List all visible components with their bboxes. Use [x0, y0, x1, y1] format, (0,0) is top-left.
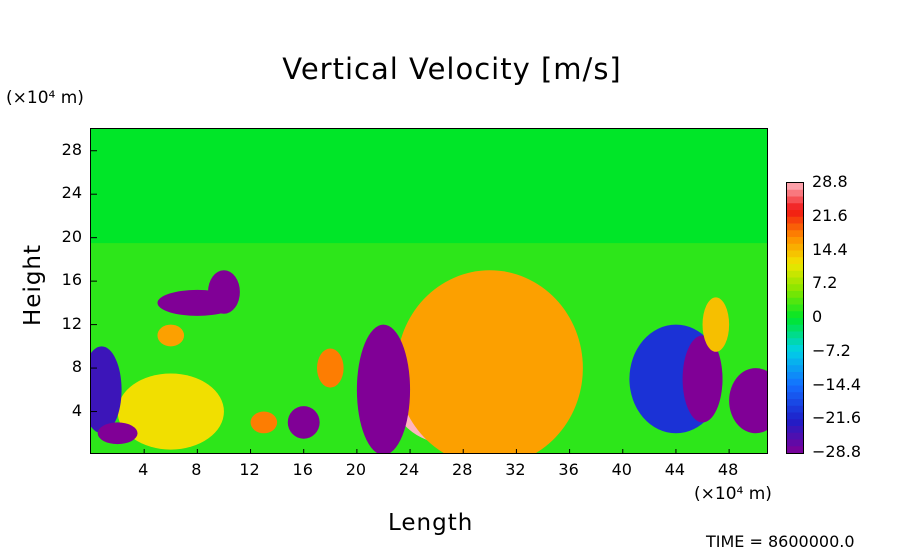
colorbar-segment [787, 270, 803, 278]
heatmap-cell-14 [250, 411, 278, 434]
colorbar-segment [787, 250, 803, 258]
colorbar-segment [787, 257, 803, 265]
colorbar-segment [787, 378, 803, 386]
y-tick-label: 8 [71, 357, 82, 377]
colorbar-segment [787, 432, 803, 440]
colorbar-segment [787, 331, 803, 339]
y-tick-label: 12 [61, 313, 82, 333]
colorbar-segment [787, 189, 803, 197]
colorbar-tick-label: 21.6 [812, 205, 848, 225]
colorbar-segment [787, 392, 803, 400]
y-tick-label: 4 [71, 400, 82, 420]
heatmap-plot [90, 128, 768, 454]
colorbar-segment [787, 426, 803, 434]
colorbar-segment [787, 237, 803, 245]
y-axis-unit: (×10⁴ m) [6, 88, 84, 108]
colorbar-segment [787, 277, 803, 285]
colorbar-segment [787, 230, 803, 238]
colorbar-segment [787, 412, 803, 420]
colorbar-segment [787, 304, 803, 312]
heatmap-cell-15 [157, 324, 185, 347]
x-tick-label: 48 [717, 460, 739, 479]
colorbar-segment [787, 216, 803, 224]
y-tick-label: 20 [61, 226, 82, 246]
colorbar-segment [787, 196, 803, 204]
colorbar-segment [787, 264, 803, 272]
heatmap-cell-4 [356, 324, 411, 453]
colorbar [786, 182, 804, 454]
x-tick-label: 24 [398, 460, 420, 479]
y-axis-label: Height [20, 243, 46, 326]
heatmap-canvas [91, 129, 767, 453]
colorbar-segment [787, 345, 803, 353]
heatmap-cell-11 [287, 406, 320, 439]
x-tick-label: 32 [505, 460, 526, 479]
heatmap-cell-12 [317, 348, 344, 388]
colorbar-segment [787, 351, 803, 359]
x-axis-label: Length [388, 510, 474, 536]
x-tick-label: 36 [558, 460, 579, 479]
x-tick-label: 28 [452, 460, 473, 479]
colorbar-segment [787, 203, 803, 211]
colorbar-segment [787, 399, 803, 407]
colorbar-segment [787, 385, 803, 393]
time-readout: TIME = 8600000.0 [706, 532, 855, 551]
colorbar-segment [787, 291, 803, 299]
y-tick-label: 16 [61, 270, 82, 290]
chart-title: Vertical Velocity [m/s] [282, 52, 622, 86]
x-tick-label: 12 [239, 460, 260, 479]
colorbar-segment [787, 223, 803, 231]
colorbar-segment [787, 439, 803, 447]
heatmap-cell-10 [91, 346, 122, 434]
x-tick-label: 40 [611, 460, 632, 479]
y-tick-label: 24 [61, 183, 82, 203]
heatmap-cell-9 [729, 368, 767, 434]
colorbar-segment [787, 311, 803, 319]
colorbar-segment [787, 365, 803, 373]
colorbar-tick-label: −28.8 [812, 442, 862, 461]
colorbar-segment [787, 243, 803, 251]
colorbar-segment [787, 210, 803, 218]
x-tick-label: 20 [345, 460, 367, 479]
colorbar-tick-label: −14.4 [812, 374, 862, 394]
x-tick-label: 16 [292, 460, 313, 479]
colorbar-segment [787, 284, 803, 292]
heatmap-cell-6 [207, 270, 240, 314]
colorbar-segment [787, 297, 803, 305]
heatmap-cell-8 [682, 335, 723, 423]
colorbar-tick-label: 0 [812, 307, 823, 326]
x-tick-label: 8 [191, 460, 202, 479]
colorbar-tick-label: 14.4 [812, 239, 848, 259]
x-tick-label: 44 [664, 460, 686, 479]
x-axis-unit: (×10⁴ m) [694, 484, 772, 504]
heatmap-cell-16 [97, 422, 138, 445]
colorbar-tick-label: −21.6 [812, 408, 862, 428]
colorbar-tick-label: 28.8 [812, 172, 848, 191]
y-tick-label: 28 [61, 139, 82, 159]
colorbar-segment [787, 446, 803, 454]
x-tick-label: 4 [138, 460, 149, 479]
heatmap-upper-region [91, 129, 767, 244]
colorbar-segment [787, 324, 803, 332]
colorbar-tick-label: −7.2 [812, 340, 851, 360]
colorbar-tick-label: 7.2 [812, 273, 838, 293]
colorbar-segment [787, 405, 803, 413]
colorbar-segment [787, 358, 803, 366]
colorbar-segment [787, 338, 803, 346]
colorbar-gradient [787, 183, 803, 454]
heatmap-cell-1 [396, 270, 583, 453]
colorbar-segment [787, 372, 803, 380]
colorbar-segment [787, 318, 803, 326]
colorbar-segment [787, 183, 803, 191]
heatmap-cell-13 [702, 297, 730, 352]
colorbar-segment [787, 419, 803, 427]
heatmap-cell-3 [117, 373, 224, 450]
